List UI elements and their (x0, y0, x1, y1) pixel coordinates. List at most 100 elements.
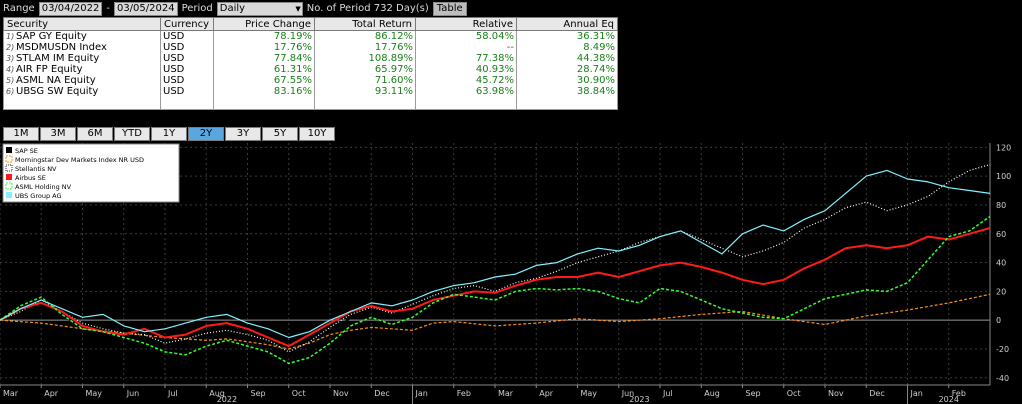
legend-box (2, 143, 180, 203)
y-tick-label: 60 (996, 230, 1006, 239)
x-tick-label: Jul (662, 389, 673, 398)
total-return-cell: 108.89% (314, 53, 416, 64)
table-row[interactable]: 5) ASML NA Equity USD 67.55% 71.60% 45.72% 30.… (3, 75, 618, 86)
empty-cell (160, 97, 214, 110)
table-row[interactable]: 4) AIR FP Equity USD 61.31% 65.97% 40.93% 28.7… (3, 64, 618, 75)
period-button-1m[interactable]: 1M (3, 127, 39, 141)
legend-swatch-ubs-group-ag (6, 192, 12, 198)
currency-cell: USD (160, 64, 214, 75)
period-button-10y[interactable]: 10Y (299, 127, 335, 141)
col-currency[interactable]: Currency (160, 17, 214, 31)
period-dropdown[interactable]: Daily ▼ (216, 1, 303, 16)
security-name[interactable]: MSDMUSDN Index (16, 42, 107, 53)
period-count: No. of Period 732 Day(s) (306, 3, 429, 14)
x-tick-label: Dec (869, 389, 884, 398)
range-toolbar: Range 03/04/2022 - 03/05/2024 Period Dai… (0, 0, 1022, 17)
dropdown-arrow-icon: ▼ (295, 4, 301, 13)
table-row[interactable]: 3) STLAM IM Equity USD 77.84% 108.89% 77.38% 4… (3, 53, 618, 64)
security-name[interactable]: SAP GY Equity (16, 31, 87, 42)
x-tick-label: Oct (292, 389, 306, 398)
empty-cell (3, 97, 161, 110)
relative-cell: 63.98% (415, 86, 517, 97)
period-button-5y[interactable]: 5Y (262, 127, 298, 141)
x-tick-label: May (86, 389, 103, 398)
x-tick-label: Apr (44, 389, 59, 398)
period-label: Period (181, 3, 213, 14)
security-name[interactable]: AIR FP Equity (16, 64, 83, 75)
security-name[interactable]: UBSG SW Equity (16, 86, 99, 97)
period-button-6m[interactable]: 6M (77, 127, 113, 141)
row-index: 3) (6, 54, 15, 63)
series-line-morningstar-dev-markets-index-nr-usd (0, 293, 991, 350)
security-cell: 6) UBSG SW Equity (3, 86, 161, 97)
legend-swatch-airbus-se (6, 174, 12, 180)
x-tick-label: Mar (3, 389, 19, 398)
col-annual-eq[interactable]: Annual Eq (516, 17, 618, 31)
table-header-row: Security Currency Price Change Total Ret… (3, 17, 618, 31)
period-button-3m[interactable]: 3M (40, 127, 76, 141)
x-tick-label: Nov (333, 389, 349, 398)
relative-cell: 40.93% (415, 64, 517, 75)
performance-chart[interactable]: 120 100 80 60 40 20 0 -20 -40 Mar Apr May Jun Jul Aug S… (0, 141, 1022, 404)
x-tick-label: Jan (910, 389, 923, 398)
start-date-field[interactable]: 03/04/2022 (38, 1, 103, 16)
currency-cell: USD (160, 75, 214, 86)
annual-eq-cell: 44.38% (516, 53, 618, 64)
legend-label: Stellantis NV (15, 165, 57, 173)
x-tick-label: Feb (952, 389, 966, 398)
table-row-empty (3, 97, 618, 110)
legend-swatch-sap-se (6, 147, 12, 153)
legend-label: Airbus SE (15, 174, 46, 182)
security-name[interactable]: STLAM IM Equity (16, 53, 100, 64)
row-index: 5) (6, 76, 15, 85)
security-cell: 3) STLAM IM Equity (3, 53, 161, 64)
col-total-return[interactable]: Total Return (314, 17, 416, 31)
x-tick-label: Apr (539, 389, 554, 398)
relative-cell: -- (415, 42, 517, 53)
year-label: 2023 (629, 395, 649, 404)
table-button[interactable]: Table (432, 1, 467, 16)
period-button-1y[interactable]: 1Y (151, 127, 187, 141)
col-security[interactable]: Security (3, 17, 161, 31)
price-change-cell: 67.55% (213, 75, 315, 86)
year-label: 2024 (939, 395, 959, 404)
range-label: Range (3, 3, 35, 14)
empty-cell (314, 97, 416, 110)
currency-cell: USD (160, 30, 214, 42)
table-row[interactable]: 1) SAP GY Equity USD 78.19% 86.12% 58.04% 36.3… (3, 30, 618, 42)
y-tick-label: 40 (996, 259, 1006, 268)
period-button-2y[interactable]: 2Y (188, 127, 224, 141)
table-row[interactable]: 2) MSDMUSDN Index USD 17.76% 17.76% -- 8.49% (3, 42, 618, 53)
x-tick-label: Nov (828, 389, 844, 398)
row-index: 6) (6, 87, 15, 96)
period-button-3y[interactable]: 3Y (225, 127, 261, 141)
legend-swatch-morningstar-dev-markets-index-nr-usd (5, 155, 13, 163)
security-name[interactable]: ASML NA Equity (16, 75, 96, 86)
period-value: Daily (219, 2, 246, 14)
legend-label: ASML Holding NV (15, 183, 72, 191)
total-return-cell: 93.11% (314, 86, 416, 97)
x-tick-label: Sep (746, 389, 761, 398)
row-index: 4) (6, 65, 15, 74)
x-tick-label: Aug (704, 389, 720, 398)
end-date-field[interactable]: 03/05/2024 (113, 1, 178, 16)
x-tick-label: Aug (209, 389, 225, 398)
x-tick-label: Jan (415, 389, 428, 398)
col-price-change[interactable]: Price Change (213, 17, 315, 31)
col-relative[interactable]: Relative (415, 17, 517, 31)
price-change-cell: 78.19% (213, 30, 315, 42)
securities-table: Security Currency Price Change Total Ret… (3, 17, 618, 110)
period-button-ytd[interactable]: YTD (114, 127, 150, 141)
currency-cell: USD (160, 86, 214, 97)
annual-eq-cell: 36.31% (516, 30, 618, 42)
table-row[interactable]: 6) UBSG SW Equity USD 83.16% 93.11% 63.98% 38.… (3, 86, 618, 97)
security-cell: 4) AIR FP Equity (3, 64, 161, 75)
range-dash: - (106, 3, 110, 14)
total-return-cell: 17.76% (314, 42, 416, 53)
x-tick-label: Jun (126, 389, 140, 398)
currency-cell: USD (160, 53, 214, 64)
series-line-asml-holding-nv (0, 215, 991, 365)
period-selector: 1M 3M 6M YTD 1Y 2Y 3Y 5Y 10Y (3, 127, 336, 141)
y-tick-label: 100 (996, 172, 1011, 181)
x-tick-label: Oct (787, 389, 801, 398)
